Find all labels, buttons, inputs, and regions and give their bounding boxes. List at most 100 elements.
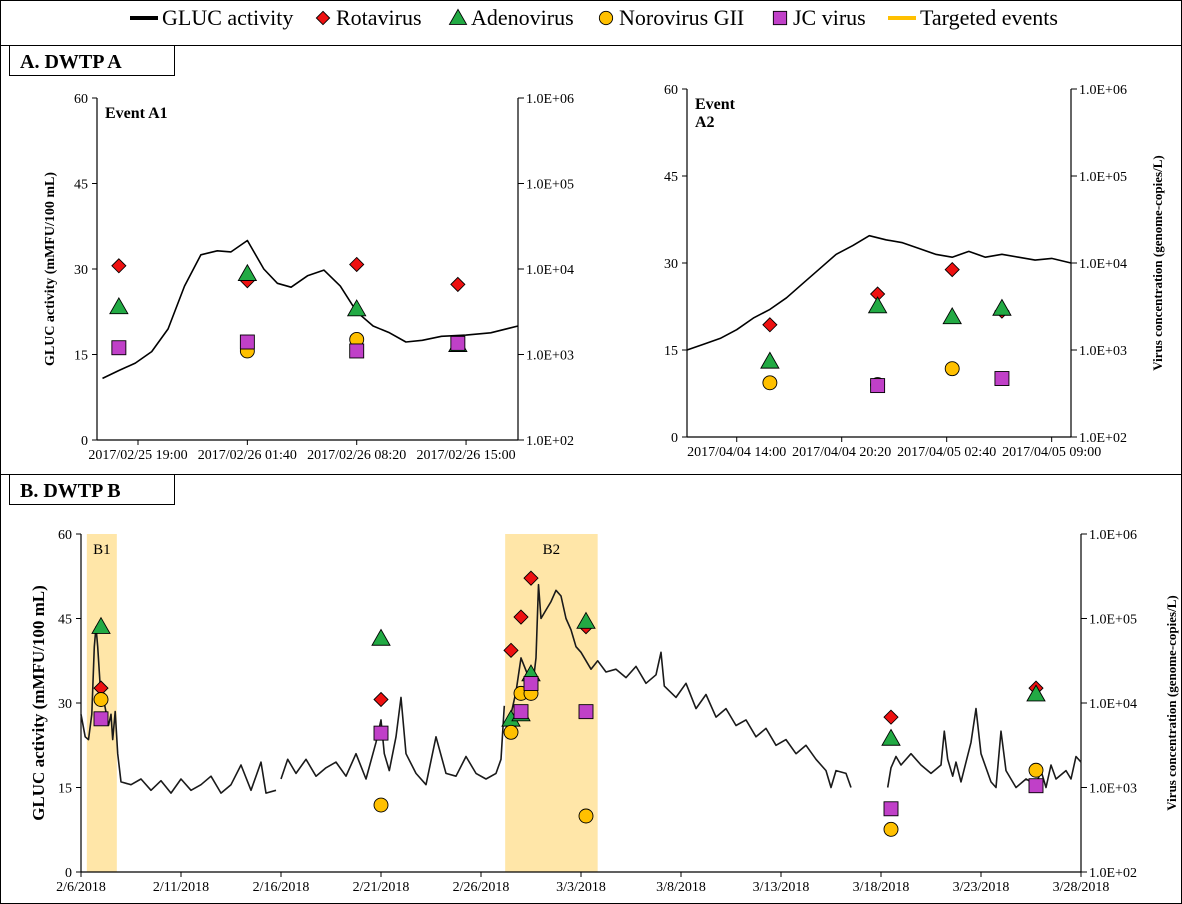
y-tick-label: 30: [74, 263, 88, 278]
legend-rotavirus-swatch: [315, 10, 331, 26]
norovirus-gii-point: [762, 375, 778, 391]
x-tick-label: 2/26/2018: [453, 880, 510, 895]
jc-virus-point: [578, 704, 594, 720]
rotavirus-point: [762, 317, 778, 333]
legend-norovirus-gii-label: Norovirus GII: [619, 5, 744, 30]
norovirus-gii-point: [883, 821, 899, 837]
jc-virus-point: [523, 676, 539, 691]
section-b-header: B. DWTP B: [9, 474, 175, 505]
rotavirus-point: [111, 258, 127, 274]
panel-b-chart: B1 B2 0 15 30 45 60 1.0E+02 1.0E+03 1.0E+04 1.0E+0…: [29, 528, 1179, 895]
y2-tick-label: 1.0E+06: [526, 92, 574, 107]
jc-virus-point: [450, 335, 466, 351]
y-tick-label: 45: [664, 170, 678, 185]
x-tick-label: 2017/02/26 01:40: [198, 448, 297, 463]
y-tick-label: 30: [58, 697, 72, 712]
jc-virus-point: [1028, 778, 1044, 794]
x-tick-label: 3/28/2018: [1053, 880, 1110, 895]
x-tick-label: 3/13/2018: [753, 880, 810, 895]
adenovirus-point: [576, 611, 596, 629]
x-tick-label: 2/16/2018: [253, 880, 310, 895]
x-tick-label: 3/23/2018: [953, 880, 1010, 895]
y-tick-label: 0: [671, 431, 678, 446]
rotavirus-point: [513, 609, 529, 625]
jc-virus-point: [111, 340, 127, 356]
y2-tick-label: 1.0E+04: [526, 263, 574, 278]
rotavirus-point: [349, 256, 365, 273]
norovirus-gii-point: [93, 692, 109, 707]
adenovirus-point: [867, 296, 888, 314]
legend: GLUC activity Rotavirus Adenovirus Noroviru…: [130, 5, 1058, 30]
x-tick-label: 3/8/2018: [656, 880, 706, 895]
y2-tick-label: 1.0E+02: [1079, 431, 1127, 446]
y-tick-label: 15: [664, 344, 678, 359]
rotavirus-point: [883, 709, 899, 725]
x-tick-label: 3/3/2018: [556, 880, 606, 895]
legend-adenovirus-swatch: [448, 8, 468, 25]
y-tick-label: 0: [65, 866, 72, 881]
y2-axis-title: Virus concentration (genome-copies/L): [1164, 595, 1179, 810]
y2-tick-label: 1.0E+05: [1089, 613, 1137, 628]
section-a-title: A. DWTP A: [20, 51, 122, 73]
x-tick-label: 3/18/2018: [853, 880, 910, 895]
jc-virus-point: [93, 711, 109, 727]
y2-tick-label: 1.0E+03: [1079, 344, 1127, 359]
y2-tick-label: 1.0E+04: [1089, 697, 1137, 712]
section-b-title: B. DWTP B: [20, 480, 121, 502]
jc-virus-point: [373, 725, 389, 741]
rotavirus-point: [450, 276, 466, 293]
panel-a1-chart: 0 15 30 45 60 1.0E+02 1.0E+03 1.0E+04 1.0E+05 1.0…: [43, 92, 574, 463]
norovirus-gii-point: [503, 724, 519, 740]
event-annotation: Event A1: [105, 105, 168, 122]
section-a-header: A. DWTP A: [9, 45, 175, 76]
x-tick-label: 2017/04/05 02:40: [897, 445, 996, 460]
legend-targeted-events-label: Targeted events: [920, 5, 1058, 30]
x-tick-label: 2/21/2018: [353, 880, 410, 895]
norovirus-gii-point: [373, 797, 389, 813]
x-tick-label: 2/6/2018: [56, 880, 106, 895]
legend-rotavirus-label: Rotavirus: [336, 5, 422, 30]
y2-tick-label: 1.0E+06: [1089, 528, 1137, 543]
rotavirus-point: [523, 570, 539, 586]
norovirus-gii-point: [1028, 762, 1044, 778]
jc-virus-point: [513, 704, 529, 720]
y2-tick-label: 1.0E+04: [1079, 257, 1127, 272]
jc-virus-point: [239, 334, 255, 350]
rotavirus-point: [944, 261, 960, 278]
y2-tick-label: 1.0E+06: [1079, 83, 1127, 98]
gluc-activity-line: [686, 234, 1072, 351]
x-tick-label: 2017/02/26 08:20: [307, 448, 406, 463]
y-tick-label: 60: [74, 92, 88, 107]
norovirus-gii-point: [578, 808, 594, 824]
targeted-event-label-b2: B2: [543, 542, 561, 558]
jc-virus-point: [870, 378, 886, 394]
adenovirus-point: [760, 351, 780, 369]
y2-tick-label: 1.0E+03: [526, 349, 574, 364]
norovirus-gii-point: [944, 361, 960, 377]
y-tick-label: 30: [664, 257, 678, 272]
adenovirus-point: [109, 297, 129, 315]
adenovirus-point: [1026, 684, 1046, 702]
jc-virus-point: [994, 371, 1010, 386]
adenovirus-point: [942, 307, 962, 325]
legend-norovirus-gii-swatch: [598, 10, 614, 26]
y-tick-label: 60: [58, 528, 72, 543]
adenovirus-point: [992, 298, 1012, 316]
panel-a2-chart: 0 15 30 45 60 1.0E+02 1.0E+03 1.0E+04 1.0E+05 1.0…: [664, 83, 1165, 460]
legend-jc-virus-swatch: [772, 10, 788, 26]
x-tick-label: 2017/02/25 19:00: [88, 448, 187, 463]
adenovirus-point: [346, 299, 367, 317]
x-tick-label: 2017/02/26 15:00: [416, 448, 515, 463]
y2-tick-label: 1.0E+02: [526, 434, 574, 449]
y2-tick-label: 1.0E+05: [1079, 170, 1127, 185]
y-tick-label: 15: [58, 782, 72, 797]
y-tick-label: 0: [81, 434, 88, 449]
targeted-event-label-b1: B1: [93, 542, 111, 558]
y-axis-title: GLUC activity (mMFU/100 mL): [43, 172, 58, 366]
y2-axis-title: Virus concentration (genome-copies/L): [1150, 155, 1165, 370]
legend-jc-virus-label: JC virus: [793, 5, 866, 30]
y-tick-label: 45: [58, 613, 72, 628]
x-tick-label: 2/11/2018: [153, 880, 209, 895]
legend-adenovirus-label: Adenovirus: [471, 5, 574, 30]
